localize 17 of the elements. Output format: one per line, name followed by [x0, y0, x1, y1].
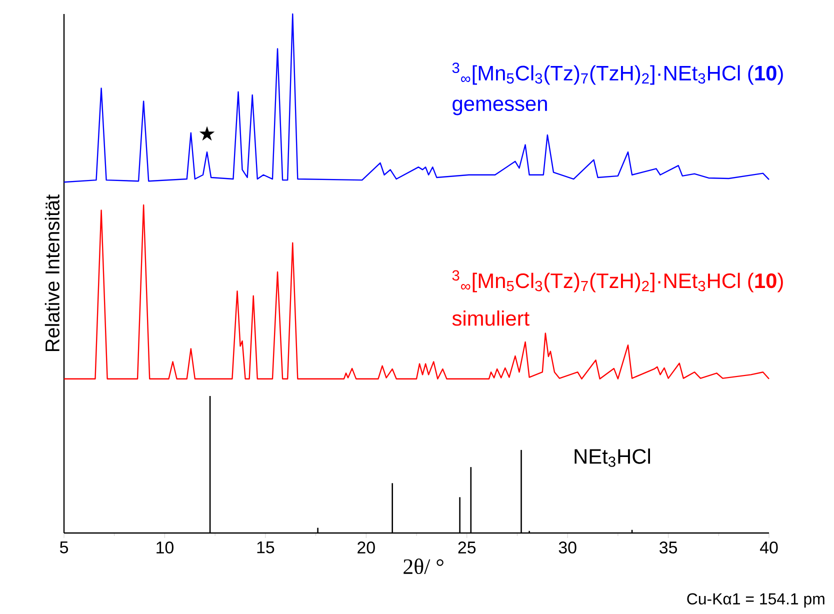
x-tick-label: 35: [660, 542, 677, 554]
series-label: simuliert: [452, 310, 530, 326]
y-axis-title: Relative Intensität: [44, 194, 60, 352]
text: 3$_{∞}$[Mn$_{5}$Cl$_{3}$(Tz)$_{7}$(TzH)$_{2}$]·NEt$_{3}$HCl (10): [452, 270, 783, 292]
text: NEt$_{3}$HCl: [574, 448, 650, 467]
series-label: gemessen: [452, 100, 547, 116]
x-tick-label: 40: [760, 542, 778, 554]
x-tick-label: 30: [558, 542, 576, 554]
x-tick-label: 10: [156, 542, 174, 554]
text: 3$_{∞}$[Mn$_{5}$Cl$_{3}$(Tz)$_{7}$(TzH)$_{2}$]·NEt$_{3}$HCl (10): [452, 62, 783, 85]
x-axis-title: 2θ/ °: [404, 558, 444, 574]
annotation: ★: [199, 126, 215, 141]
x-tick-label: 15: [257, 542, 274, 554]
x-tick-label: 25: [458, 542, 476, 554]
x-tick-label: 20: [358, 542, 375, 554]
x-tick-label: 5: [60, 542, 68, 554]
text: Cu-Kα1 = 154.1 pm: [687, 593, 824, 608]
